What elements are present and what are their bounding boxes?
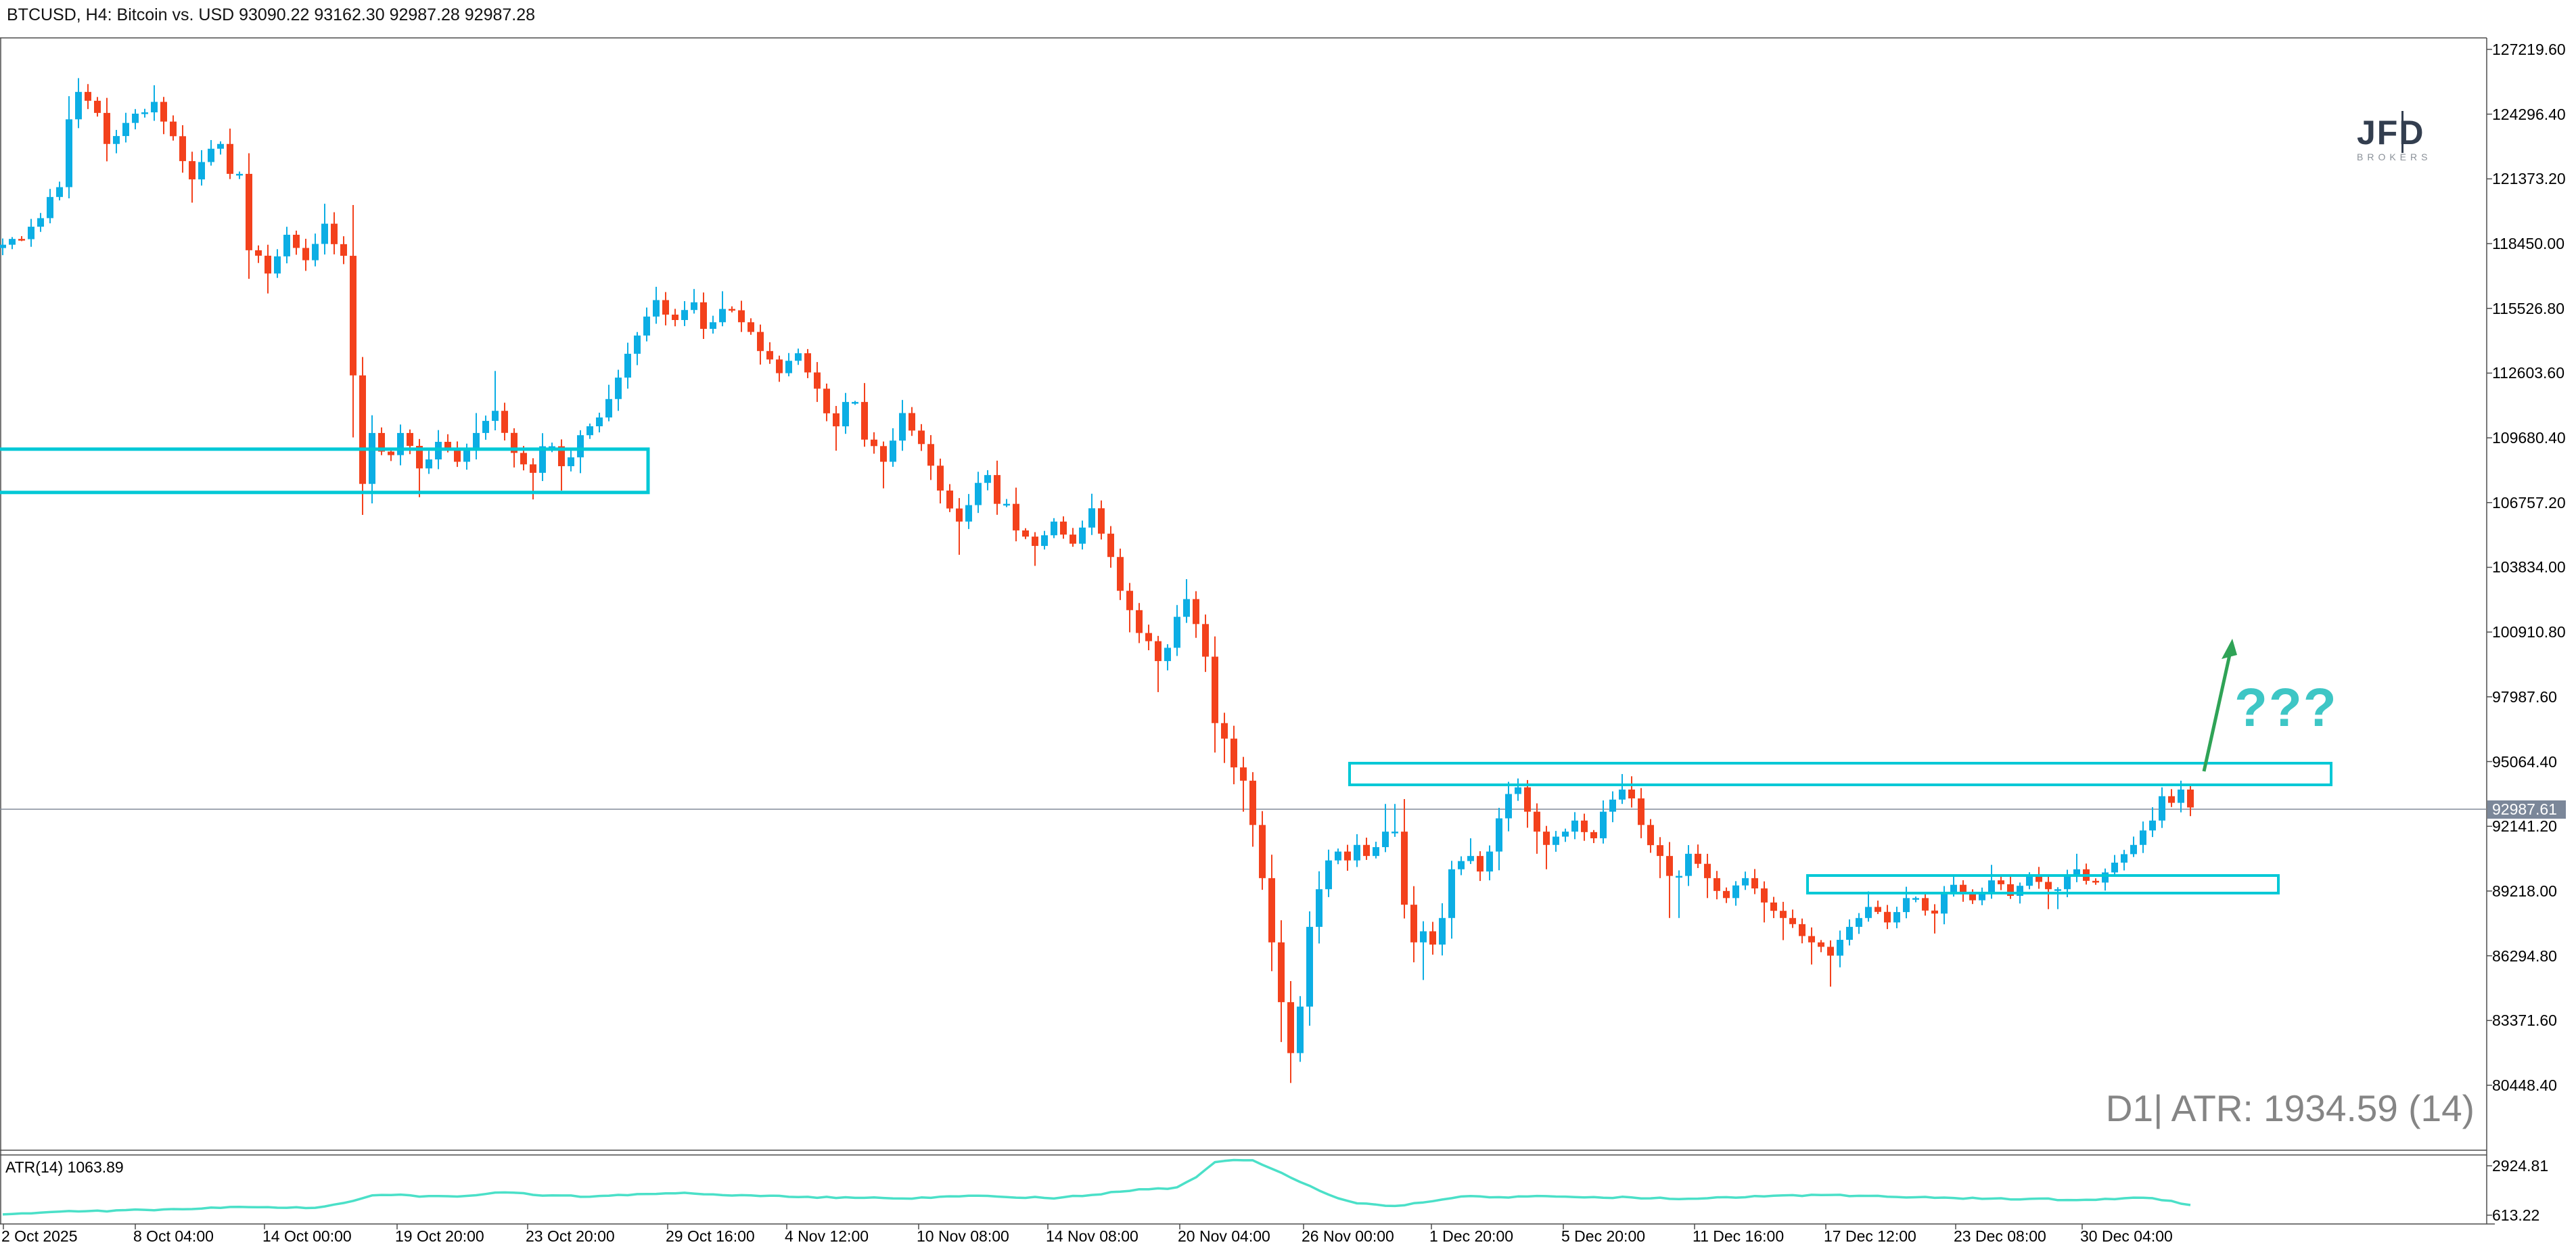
time-axis-label: 2 Oct 2025 [1,1227,78,1245]
price-axis-label: 127219.60 [2492,41,2566,58]
time-axis-label: 17 Dec 12:00 [1824,1227,1916,1245]
daily-atr-annotation: D1| ATR: 1934.59 (14) [2105,1087,2475,1129]
supply-zone-dec[interactable] [1348,761,2332,786]
time-axis-label: 19 Oct 20:00 [395,1227,484,1245]
time-axis-label: 20 Nov 04:00 [1178,1227,1270,1245]
price-axis-label: 92141.20 [2492,817,2557,836]
price-axis-label: 95064.40 [2492,752,2557,771]
demand-zone-dec[interactable] [1806,873,2280,894]
time-axis-label: 8 Oct 04:00 [133,1227,214,1245]
projection-arrow-up[interactable] [2202,639,2237,772]
candlestick-series [0,78,2194,1083]
chart-frame-lines [0,37,2495,1225]
atr-indicator-line [2,1158,2191,1216]
price-axis-label: 103834.00 [2492,558,2566,576]
price-axis-label: 86294.80 [2492,947,2557,965]
question-marks-annotation: ??? [2234,677,2338,737]
zone-rectangles[interactable] [0,447,2332,894]
time-axis-label: 26 Nov 00:00 [1302,1227,1394,1245]
time-axis-label: 10 Nov 08:00 [917,1227,1009,1245]
time-axis-label: 29 Oct 16:00 [666,1227,755,1245]
price-axis-label: 115526.80 [2492,299,2565,317]
price-axis-label: 112603.60 [2492,364,2565,382]
atr-indicator-label: ATR(14) 1063.89 [5,1158,124,1176]
price-axis-label: 80448.40 [2492,1076,2557,1094]
time-axis-label: 23 Dec 08:00 [1954,1227,2046,1245]
price-axis-label: 106757.20 [2492,493,2566,512]
time-axis-label: 14 Nov 08:00 [1046,1227,1138,1245]
current-price-badge: 92987.61 [2487,800,2566,819]
broker-logo: JFD BROKERS [2357,111,2432,162]
time-axis-label: 23 Oct 20:00 [526,1227,615,1245]
price-axis-label: 97987.60 [2492,687,2557,706]
price-axis-label: 118450.00 [2492,235,2565,253]
atr-axis-label: 613.22 [2492,1206,2540,1224]
price-axis-label: 100910.80 [2492,623,2566,641]
atr-axis-label: 2924.81 [2492,1157,2549,1175]
time-axis-label: 5 Dec 20:00 [1561,1227,1646,1245]
price-axis-label: 89218.00 [2492,882,2557,900]
time-axis-label: 30 Dec 04:00 [2080,1227,2173,1245]
logo-candle-wick-icon [2401,111,2404,153]
resistance-zone-oct[interactable] [0,447,650,495]
time-axis-label: 14 Oct 00:00 [262,1227,352,1245]
price-axis-label: 109680.40 [2492,429,2566,447]
broker-logo-jfd-text: JFD [2357,111,2431,153]
price-axis-label: 121373.20 [2492,170,2566,188]
broker-logo-brokers-text: BROKERS [2357,152,2432,162]
axis-tick-marks [3,49,2492,1229]
chart-ohlc-header: BTCUSD, H4: Bitcoin vs. USD 93090.22 931… [7,5,536,24]
price-axis-label: 83371.60 [2492,1012,2557,1030]
time-axis-label: 1 Dec 20:00 [1429,1227,1514,1245]
price-axis-label: 124296.40 [2492,105,2566,123]
time-axis-label: 4 Nov 12:00 [785,1227,869,1245]
time-axis-label: 11 Dec 16:00 [1693,1227,1785,1245]
